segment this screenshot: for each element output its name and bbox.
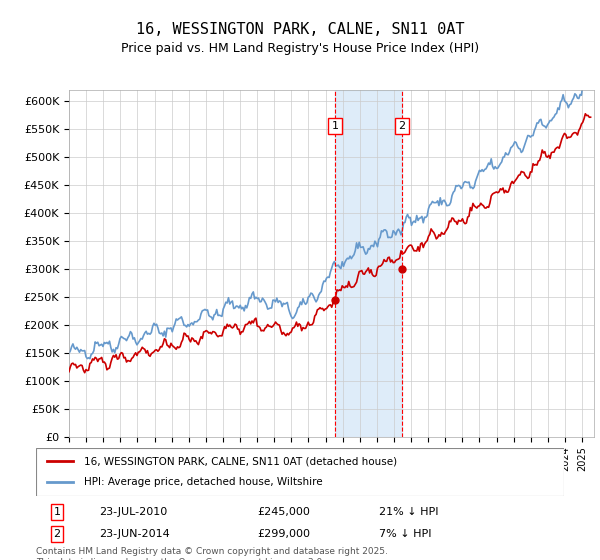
Text: 7% ↓ HPI: 7% ↓ HPI	[379, 529, 432, 539]
Text: 16, WESSINGTON PARK, CALNE, SN11 0AT: 16, WESSINGTON PARK, CALNE, SN11 0AT	[136, 22, 464, 38]
FancyBboxPatch shape	[36, 448, 564, 496]
Text: Price paid vs. HM Land Registry's House Price Index (HPI): Price paid vs. HM Land Registry's House …	[121, 42, 479, 55]
Text: 16, WESSINGTON PARK, CALNE, SN11 0AT (detached house): 16, WESSINGTON PARK, CALNE, SN11 0AT (de…	[83, 456, 397, 466]
Text: 1: 1	[53, 507, 61, 517]
Text: HPI: Average price, detached house, Wiltshire: HPI: Average price, detached house, Wilt…	[83, 477, 322, 487]
Text: Contains HM Land Registry data © Crown copyright and database right 2025.
This d: Contains HM Land Registry data © Crown c…	[36, 547, 388, 560]
Bar	[335, 90, 402, 437]
Text: 21% ↓ HPI: 21% ↓ HPI	[379, 507, 439, 517]
Text: 1: 1	[331, 121, 338, 131]
Text: 2: 2	[398, 121, 406, 131]
Text: 2: 2	[53, 529, 61, 539]
Text: 23-JUL-2010: 23-JUL-2010	[100, 507, 167, 517]
Text: £299,000: £299,000	[258, 529, 311, 539]
Text: £245,000: £245,000	[258, 507, 311, 517]
Text: 23-JUN-2014: 23-JUN-2014	[100, 529, 170, 539]
